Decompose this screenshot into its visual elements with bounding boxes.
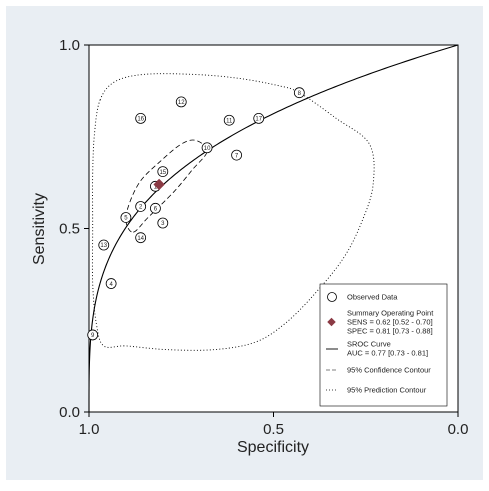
legend-sroc-title: SROC Curve: [347, 340, 391, 349]
study-point-4: [105, 278, 117, 289]
study-point-15: [157, 166, 169, 178]
study-label-8: 8: [298, 91, 302, 97]
x-axis-label: Specificity: [237, 439, 309, 456]
study-point-13: [98, 239, 110, 251]
study-label-7: 7: [235, 153, 239, 159]
study-point-9: [87, 329, 99, 341]
study-label-5: 5: [124, 216, 128, 222]
study-label-16: 16: [137, 117, 144, 123]
sroc-curve-layer: [88, 44, 459, 412]
study-label-1: 1: [154, 184, 158, 190]
study-label-4: 4: [109, 282, 113, 288]
study-label-3: 3: [161, 221, 165, 227]
x-tick-label: 0.5: [263, 421, 284, 438]
y-tick-label: 1.0: [59, 37, 80, 54]
legend-observed-label: Observed Data: [347, 293, 398, 302]
study-point-5: [120, 212, 132, 223]
legend-confidence-label: 95% Confidence Contour: [347, 366, 431, 375]
study-point-2: [135, 201, 147, 212]
study-label-17: 17: [255, 117, 262, 123]
y-tick-label: 0.0: [59, 404, 80, 421]
study-point-17: [253, 113, 265, 124]
axes: 1.0 0.5 0.0 0.0 0.5 1.0: [59, 37, 468, 438]
legend-summary-spec: SPEC = 0.81 [0.73 - 0.88]: [347, 327, 433, 336]
study-label-13: 13: [100, 243, 107, 249]
y-tick-label: 0.5: [59, 221, 80, 238]
y-axis-label: Sensitivity: [31, 193, 48, 265]
study-label-10: 10: [204, 146, 211, 152]
study-point-10: [201, 142, 213, 154]
legend-summary-marker: [327, 317, 336, 327]
legend: Observed Data Summary Operating Point SE…: [319, 283, 448, 407]
study-point-7: [231, 149, 243, 161]
legend-summary-title: Summary Operating Point: [347, 309, 434, 318]
study-label-9: 9: [91, 333, 95, 339]
study-label-12: 12: [178, 100, 185, 106]
study-point-14: [135, 232, 147, 244]
summary-point-layer: [153, 178, 165, 191]
legend-observed-marker: [327, 292, 337, 302]
study-point-8: [293, 87, 305, 99]
legend-sroc-auc: AUC = 0.77 [0.73 - 0.81]: [347, 349, 428, 358]
study-point-16: [135, 113, 147, 124]
study-point-6: [150, 202, 161, 214]
summary-point-marker: [153, 178, 165, 191]
study-point-12: [175, 96, 187, 108]
study-point-3: [157, 217, 169, 229]
study-point-11: [223, 114, 235, 126]
study-label-6: 6: [154, 207, 158, 213]
sroc-curve: [88, 44, 459, 412]
legend-box: [319, 283, 448, 407]
x-tick-label: 0.0: [448, 421, 469, 438]
legend-prediction-label: 95% Prediction Contour: [347, 386, 427, 395]
study-label-15: 15: [159, 170, 166, 176]
x-tick-label: 1.0: [79, 421, 100, 438]
study-label-14: 14: [137, 236, 144, 242]
study-label-11: 11: [226, 118, 233, 124]
legend-summary-sens: SENS = 0.62 [0.52 - 0.70]: [347, 318, 433, 327]
study-label-2: 2: [139, 205, 143, 211]
